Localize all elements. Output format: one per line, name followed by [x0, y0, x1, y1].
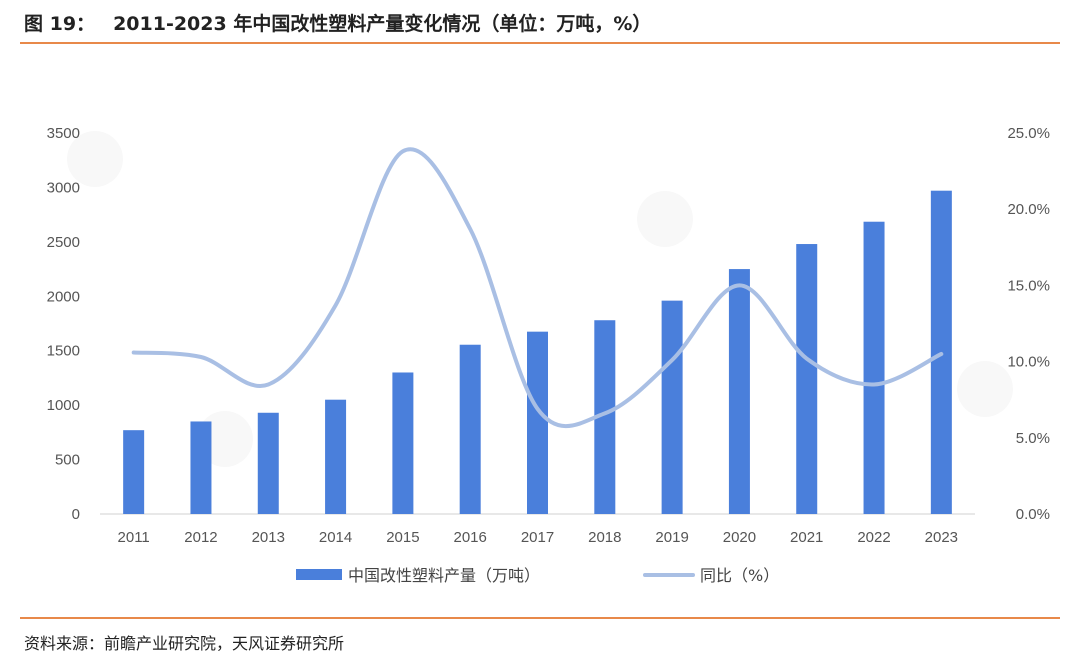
yoy-line	[131, 147, 944, 429]
footer-rule	[20, 617, 1060, 619]
right-axis-tick-label: 0.0%	[1016, 506, 1050, 523]
left-axis-tick-label: 500	[55, 452, 80, 469]
chart-area: 0 500 1000 1500 2000 2500 3000 3500 0.0% 5.0% 10.…	[0, 44, 1080, 614]
left-axis-tick-label: 2000	[47, 288, 80, 305]
bar-2017	[527, 331, 548, 514]
x-axis-ticks: 2011 2012 2013 2014 2015 2016 2017 2018 2019 2020…	[118, 529, 959, 546]
x-axis-tick-label: 2015	[386, 529, 419, 546]
x-axis-tick-label: 2014	[319, 529, 352, 546]
left-axis-tick-label: 2500	[47, 234, 80, 251]
bar-2012	[190, 421, 212, 514]
watermark-logo	[957, 361, 1013, 417]
bar-series	[123, 190, 952, 515]
bar-2021	[796, 244, 818, 514]
x-axis-tick-label: 2012	[184, 529, 217, 546]
watermark-logo	[637, 191, 693, 247]
legend: 中国改性塑料产量（万吨） 同比（%）	[296, 566, 779, 585]
x-axis-tick-label: 2021	[790, 529, 823, 546]
x-axis-tick-label: 2022	[857, 529, 890, 546]
left-axis-tick-label: 3500	[47, 125, 80, 142]
legend-line-label: 同比（%）	[700, 566, 779, 585]
bar-2019	[661, 300, 683, 514]
x-axis-tick-label: 2011	[118, 529, 150, 546]
bar-2018	[594, 320, 616, 514]
x-axis-tick-label: 2023	[925, 529, 958, 546]
right-axis-tick-label: 20.0%	[1007, 201, 1050, 218]
x-axis-tick-label: 2020	[723, 529, 756, 546]
right-axis-ticks: 0.0% 5.0% 10.0% 15.0% 20.0% 25.0%	[1007, 125, 1050, 523]
legend-bar-swatch	[296, 569, 342, 580]
watermark-logo	[67, 131, 123, 187]
left-axis-tick-label: 3000	[47, 179, 80, 196]
x-axis-tick-label: 2019	[655, 529, 688, 546]
figure-header: 图 19： 2011-2023 年中国改性塑料产量变化情况（单位：万吨，%）	[20, 0, 1060, 44]
bar-2022	[863, 221, 885, 514]
left-axis-tick-label: 0	[72, 506, 80, 523]
right-axis-tick-label: 10.0%	[1007, 354, 1050, 371]
x-axis-tick-label: 2018	[588, 529, 621, 546]
left-axis-tick-label: 1000	[47, 397, 80, 414]
right-axis-tick-label: 5.0%	[1016, 430, 1050, 447]
bar-2013	[257, 412, 279, 514]
bar-2016	[459, 344, 481, 514]
figure-number: 图 19：	[24, 13, 96, 35]
x-axis-tick-label: 2016	[454, 529, 487, 546]
x-axis-tick-label: 2013	[252, 529, 285, 546]
right-axis-tick-label: 15.0%	[1007, 277, 1050, 294]
right-axis-tick-label: 25.0%	[1007, 125, 1050, 142]
bar-2020	[728, 269, 750, 514]
figure-title: 图 19： 2011-2023 年中国改性塑料产量变化情况（单位：万吨，%）	[24, 9, 651, 36]
legend-bar-label: 中国改性塑料产量（万吨）	[348, 566, 540, 585]
bar-2011	[123, 430, 145, 514]
x-axis-tick-label: 2017	[521, 529, 554, 546]
source-note: 资料来源：前瞻产业研究院，天风证券研究所	[24, 634, 345, 653]
combo-chart: 0 500 1000 1500 2000 2500 3000 3500 0.0% 5.0% 10.…	[47, 125, 1050, 585]
bar-2015	[392, 372, 414, 514]
left-axis-ticks: 0 500 1000 1500 2000 2500 3000 3500	[47, 125, 80, 523]
bar-2014	[325, 399, 347, 514]
left-axis-tick-label: 1500	[47, 343, 80, 360]
figure-title-text: 2011-2023 年中国改性塑料产量变化情况（单位：万吨，%）	[113, 13, 652, 35]
